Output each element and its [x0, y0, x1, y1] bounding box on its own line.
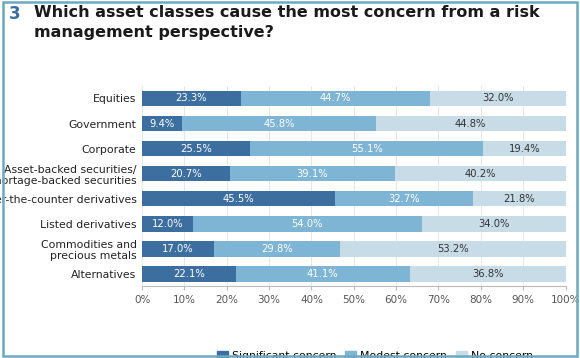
Bar [142, 191, 335, 207]
Text: 12.0%: 12.0% [152, 219, 183, 229]
Bar [142, 91, 241, 106]
Text: 19.4%: 19.4% [509, 144, 540, 154]
Text: 45.8%: 45.8% [263, 118, 295, 129]
Text: 25.5%: 25.5% [180, 144, 212, 154]
Bar [396, 166, 566, 182]
Legend: Significant concern, Modest concern, No concern: Significant concern, Modest concern, No … [212, 347, 538, 358]
Bar [430, 91, 566, 106]
Bar [241, 91, 430, 106]
Text: 40.2%: 40.2% [465, 169, 496, 179]
Text: 55.1%: 55.1% [351, 144, 383, 154]
Text: 22.1%: 22.1% [173, 269, 205, 279]
Text: 20.7%: 20.7% [170, 169, 202, 179]
Text: 41.1%: 41.1% [307, 269, 339, 279]
Bar [235, 266, 409, 282]
Text: 36.8%: 36.8% [472, 269, 503, 279]
Bar [193, 216, 422, 232]
Bar [250, 141, 483, 156]
Text: 53.2%: 53.2% [437, 244, 469, 254]
Bar [409, 266, 566, 282]
Text: 29.8%: 29.8% [262, 244, 293, 254]
Text: 32.7%: 32.7% [388, 194, 420, 204]
Text: Which asset classes cause the most concern from a risk
management perspective?: Which asset classes cause the most conce… [34, 5, 539, 40]
Text: 9.4%: 9.4% [150, 118, 175, 129]
Text: 32.0%: 32.0% [482, 93, 513, 103]
Bar [335, 191, 473, 207]
Bar [142, 266, 235, 282]
Bar [142, 116, 182, 131]
Bar [376, 116, 566, 131]
Bar [422, 216, 566, 232]
Bar [142, 141, 250, 156]
Text: 44.8%: 44.8% [455, 118, 487, 129]
Bar [340, 241, 566, 257]
Bar [230, 166, 396, 182]
Bar [142, 216, 193, 232]
Bar [473, 191, 566, 207]
Text: 3: 3 [9, 5, 20, 23]
Bar [182, 116, 376, 131]
Bar [142, 166, 230, 182]
Text: 45.5%: 45.5% [223, 194, 254, 204]
Text: 23.3%: 23.3% [176, 93, 207, 103]
Text: 44.7%: 44.7% [320, 93, 351, 103]
Text: 54.0%: 54.0% [292, 219, 323, 229]
Text: 21.8%: 21.8% [503, 194, 535, 204]
Text: 39.1%: 39.1% [297, 169, 328, 179]
Text: 17.0%: 17.0% [162, 244, 194, 254]
Bar [142, 241, 214, 257]
Bar [214, 241, 340, 257]
Bar [483, 141, 566, 156]
Text: 34.0%: 34.0% [478, 219, 509, 229]
